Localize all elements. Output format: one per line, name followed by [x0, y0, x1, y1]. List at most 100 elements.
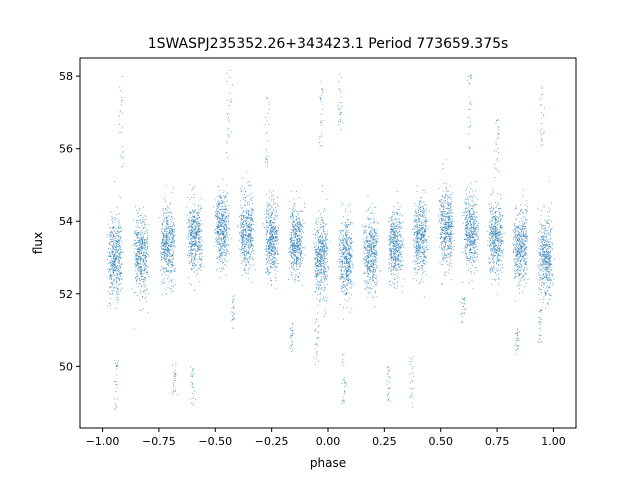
- scatter-point: [109, 241, 111, 243]
- scatter-point: [291, 234, 293, 236]
- scatter-point: [343, 244, 344, 246]
- scatter-point: [247, 252, 249, 254]
- scatter-point: [318, 250, 320, 251]
- scatter-point: [369, 237, 371, 239]
- scatter-point: [273, 257, 275, 259]
- scatter-point: [325, 257, 327, 259]
- scatter-point: [164, 241, 166, 243]
- scatter-point: [245, 269, 247, 271]
- scatter-point: [313, 233, 315, 235]
- scatter-point: [291, 215, 293, 217]
- scatter-point: [368, 233, 370, 235]
- scatter-point: [299, 258, 301, 260]
- scatter-point: [139, 219, 141, 221]
- scatter-point: [319, 260, 321, 262]
- scatter-point: [174, 234, 176, 236]
- scatter-point: [253, 224, 255, 225]
- scatter-point: [300, 224, 302, 226]
- scatter-point: [219, 194, 221, 196]
- scatter-point: [314, 291, 316, 292]
- scatter-point: [118, 249, 120, 251]
- scatter-point: [319, 257, 321, 259]
- scatter-point: [318, 210, 320, 212]
- scatter-point: [321, 281, 323, 283]
- scatter-point: [193, 216, 195, 218]
- scatter-point: [247, 226, 249, 228]
- scatter-point: [369, 239, 371, 241]
- scatter-point: [267, 270, 269, 272]
- scatter-point: [219, 218, 221, 220]
- scatter-point: [225, 254, 227, 256]
- scatter-point: [371, 202, 373, 204]
- scatter-point: [172, 252, 174, 254]
- scatter-point: [112, 240, 114, 242]
- scatter-point: [291, 240, 292, 242]
- scatter-point: [296, 247, 298, 249]
- scatter-point: [228, 204, 230, 206]
- scatter-point: [247, 234, 249, 236]
- scatter-point: [295, 255, 297, 257]
- scatter-point: [145, 228, 147, 230]
- scatter-point: [372, 260, 374, 262]
- scatter-point: [163, 236, 164, 238]
- scatter-point: [117, 287, 119, 289]
- scatter-point: [323, 222, 324, 224]
- scatter-point: [218, 243, 220, 245]
- scatter-point: [190, 237, 192, 239]
- scatter-point: [220, 255, 222, 257]
- scatter-point: [136, 253, 138, 255]
- scatter-point: [315, 271, 317, 273]
- scatter-point: [166, 249, 168, 251]
- scatter-point: [276, 266, 278, 268]
- scatter-point: [322, 246, 324, 248]
- scatter-point: [340, 239, 341, 241]
- scatter-point: [291, 223, 293, 225]
- scatter-point: [112, 241, 114, 243]
- scatter-point: [367, 272, 369, 274]
- scatter-point: [139, 271, 141, 273]
- scatter-point: [365, 258, 367, 260]
- scatter-point: [112, 264, 114, 266]
- scatter-point: [376, 282, 378, 284]
- scatter-point: [290, 253, 292, 255]
- scatter-point: [276, 230, 277, 232]
- scatter-point: [293, 247, 295, 249]
- scatter-point: [110, 239, 112, 241]
- scatter-point: [366, 249, 368, 251]
- scatter-point: [226, 225, 227, 227]
- scatter-point: [375, 206, 377, 208]
- scatter-point: [223, 215, 225, 217]
- scatter-point: [172, 241, 174, 243]
- scatter-point: [319, 241, 321, 243]
- scatter-point: [349, 243, 351, 245]
- scatter-point: [107, 305, 109, 307]
- scatter-point: [271, 250, 273, 251]
- scatter-point: [162, 208, 164, 210]
- scatter-point: [268, 245, 269, 247]
- scatter-point: [202, 265, 204, 267]
- scatter-point: [345, 222, 347, 224]
- scatter-point: [174, 271, 176, 273]
- scatter-point: [172, 237, 174, 239]
- scatter-point: [192, 227, 193, 229]
- scatter-point: [170, 221, 172, 223]
- scatter-point: [315, 273, 317, 275]
- scatter-point: [272, 264, 274, 265]
- scatter-point: [141, 258, 142, 260]
- scatter-point: [319, 281, 321, 283]
- scatter-point: [345, 224, 347, 225]
- scatter-point: [341, 261, 343, 263]
- scatter-point: [174, 270, 176, 272]
- scatter-point: [168, 269, 170, 271]
- scatter-point: [373, 270, 374, 271]
- scatter-point: [165, 257, 167, 259]
- scatter-point: [272, 228, 274, 230]
- scatter-point: [200, 230, 202, 232]
- scatter-point: [320, 256, 322, 258]
- scatter-point: [350, 254, 352, 256]
- scatter-point: [371, 239, 373, 241]
- scatter-point: [326, 246, 328, 248]
- scatter-point: [295, 215, 297, 217]
- scatter-point: [108, 235, 110, 237]
- scatter-point: [325, 275, 326, 277]
